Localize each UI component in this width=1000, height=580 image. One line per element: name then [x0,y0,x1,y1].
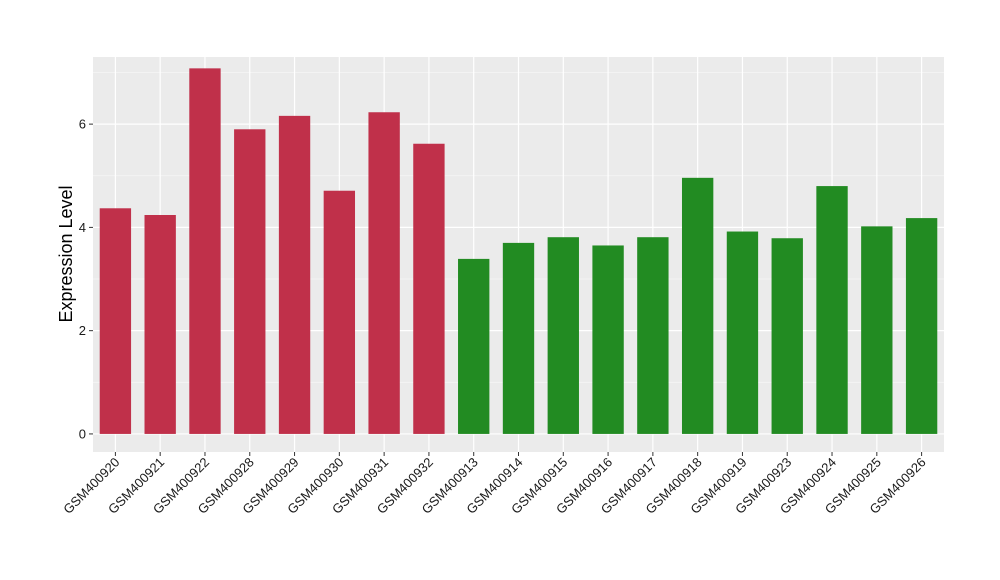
y-axis-title: Expression Level [56,185,76,322]
bar [323,190,356,434]
bars [99,68,938,434]
bar [547,237,579,434]
bar [458,258,490,434]
bar [771,238,803,434]
y-tick-label: 2 [79,323,86,338]
bar [726,231,759,434]
x-axis-ticks: GSM400920GSM400921GSM400922GSM400928GSM4… [60,452,929,517]
bar [99,208,132,434]
y-tick-label: 0 [79,426,86,441]
bar [368,112,400,434]
bar [681,177,714,434]
bar [189,68,221,434]
bar [592,245,624,434]
y-tick-label: 6 [79,117,86,132]
bar [278,115,311,434]
bar [502,242,535,434]
bar [637,237,669,434]
bar [861,226,893,434]
bar [413,143,445,434]
bar [234,129,266,434]
bar [905,218,938,434]
bar [816,186,848,434]
y-tick-label: 4 [79,220,86,235]
bar [144,215,176,434]
y-axis-ticks: 0 2 4 6 [79,117,93,441]
